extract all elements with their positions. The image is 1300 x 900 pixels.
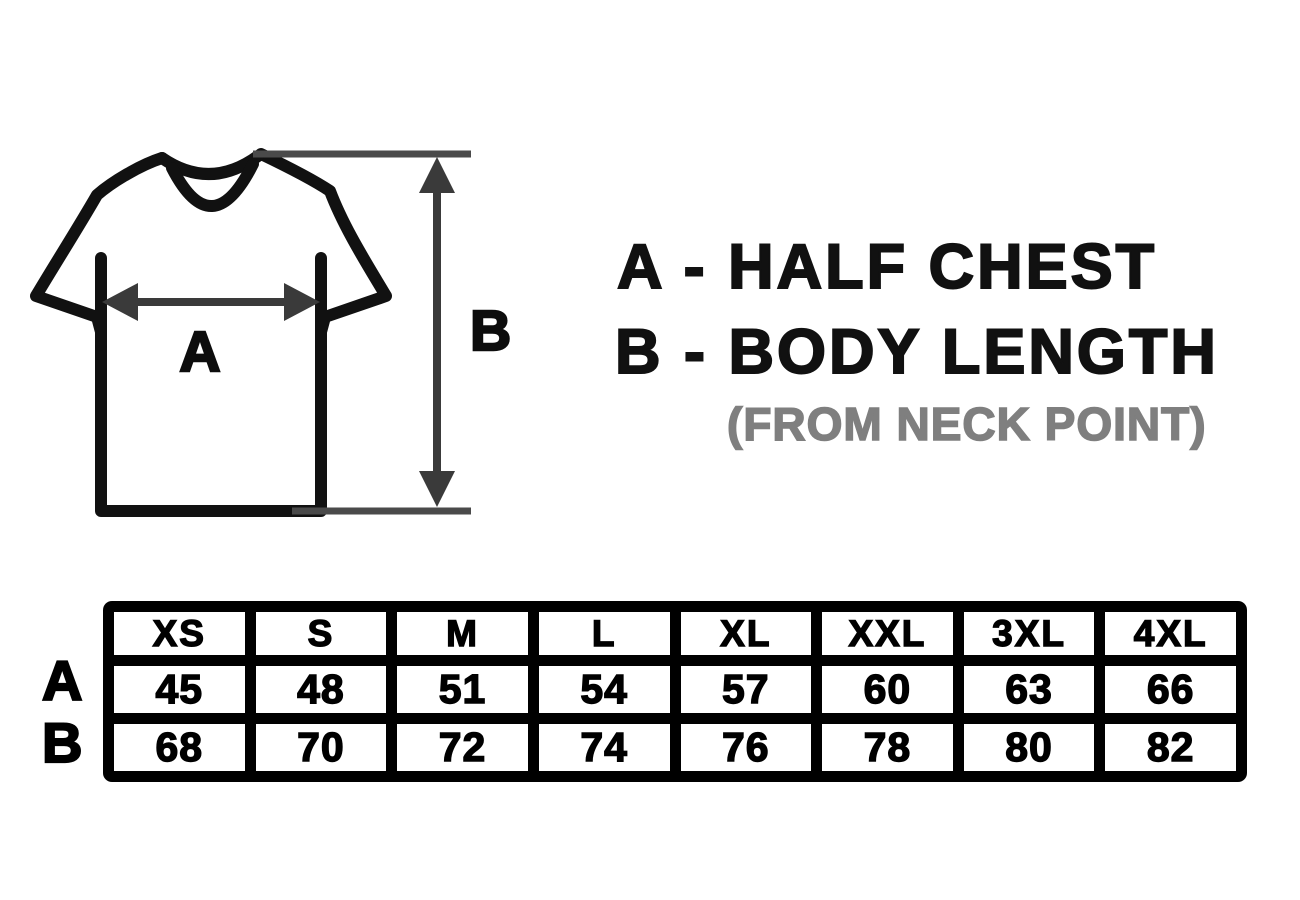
size-column-header: M — [397, 612, 528, 655]
diagram-label-b: B — [470, 299, 511, 363]
body-length-arrow-line — [433, 172, 441, 492]
half-chest-value: 54 — [538, 665, 670, 713]
size-table: XS S M L XL XXL 3XL 4XL 45 48 51 54 57 — [103, 601, 1247, 782]
tshirt-outline — [30, 148, 392, 517]
body-length-arrow — [419, 157, 455, 507]
size-column-header: 3XL — [963, 612, 1095, 655]
dimension-guide-lines — [253, 150, 471, 515]
legend-body-length: B - BODY LENGTH — [614, 317, 1219, 387]
half-chest-value: 45 — [114, 665, 245, 713]
arrowhead-left-icon — [102, 283, 138, 321]
table-row-label-a: A — [41, 649, 84, 712]
body-length-value: 80 — [963, 723, 1095, 771]
size-column-header: XL — [680, 612, 812, 655]
legend-half-chest: A - HALF CHEST — [616, 232, 1158, 302]
size-column-header: 4XL — [1105, 612, 1236, 655]
table-row-half-chest: 45 48 51 54 57 60 63 66 — [114, 665, 1236, 713]
arrowhead-right-icon — [284, 283, 320, 321]
body-length-value: 82 — [1105, 723, 1236, 771]
arrowhead-down-icon — [419, 471, 455, 507]
half-chest-value: 51 — [397, 665, 528, 713]
half-chest-arrow-line — [114, 298, 308, 306]
body-length-value: 74 — [538, 723, 670, 771]
half-chest-arrow — [102, 283, 320, 321]
tshirt-collar-front — [166, 158, 259, 212]
table-row-label-b: B — [41, 711, 84, 774]
size-table-container: XS S M L XL XXL 3XL 4XL 45 48 51 54 57 — [103, 601, 1247, 782]
half-chest-value: 63 — [963, 665, 1095, 713]
arrowhead-up-icon — [419, 157, 455, 193]
body-length-value: 68 — [114, 723, 245, 771]
table-row-body-length: 68 70 72 74 76 78 80 82 — [114, 723, 1236, 771]
size-column-header: L — [538, 612, 670, 655]
size-column-header: XS — [114, 612, 245, 655]
body-length-value: 78 — [822, 723, 953, 771]
size-header-row: XS S M L XL XXL 3XL 4XL — [114, 612, 1236, 655]
legend-neck-point-note: (FROM NECK POINT) — [726, 398, 1207, 450]
body-length-value: 76 — [680, 723, 812, 771]
size-column-header: XXL — [822, 612, 953, 655]
half-chest-value: 48 — [255, 665, 387, 713]
half-chest-value: 66 — [1105, 665, 1236, 713]
body-length-value: 72 — [397, 723, 528, 771]
body-length-value: 70 — [255, 723, 387, 771]
tshirt-icon — [30, 148, 392, 517]
diagram-label-a: A — [179, 320, 220, 384]
half-chest-value: 60 — [822, 665, 953, 713]
half-chest-value: 57 — [680, 665, 812, 713]
size-column-header: S — [255, 612, 387, 655]
